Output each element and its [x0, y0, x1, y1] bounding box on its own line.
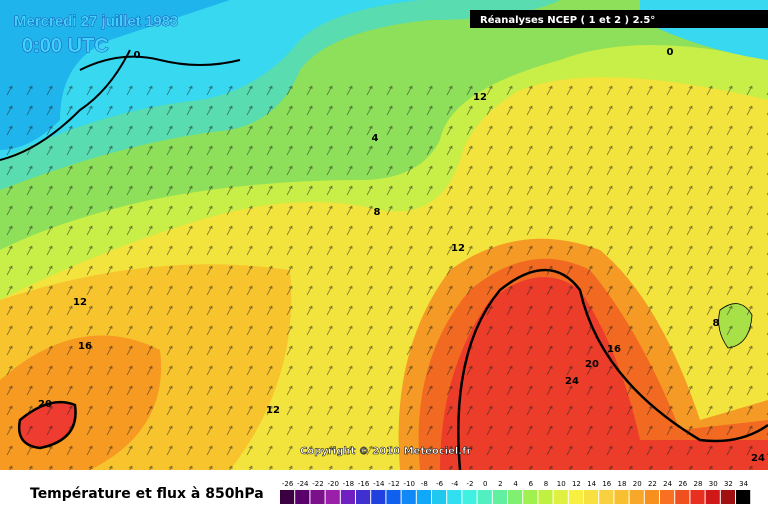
- scale-label: -22: [312, 480, 323, 488]
- scale-swatch: [629, 490, 644, 504]
- scale-label: 8: [544, 480, 548, 488]
- scale-swatch: [568, 490, 583, 504]
- scale-swatch: [523, 490, 538, 504]
- contour-label: 12: [73, 297, 87, 308]
- contour-label: 16: [78, 341, 92, 352]
- scale-label: -24: [297, 480, 309, 488]
- scale-label: -2: [467, 480, 474, 488]
- scale-label: -18: [343, 480, 354, 488]
- scale-swatch: [416, 490, 431, 504]
- contour-label: 0: [667, 47, 674, 58]
- contour-label: 12: [266, 405, 280, 416]
- scale-swatch: [356, 490, 371, 504]
- scale-swatch: [295, 490, 310, 504]
- scale-swatch: [690, 490, 705, 504]
- scale-label: -16: [358, 480, 370, 488]
- contour-label: 8: [713, 318, 720, 329]
- scale-label: 0: [483, 480, 487, 488]
- scale-label: -26: [282, 480, 294, 488]
- contour-label: 24: [565, 376, 579, 387]
- scale-swatch: [584, 490, 599, 504]
- scale-label: 24: [663, 480, 672, 488]
- scale-label: -8: [421, 480, 428, 488]
- map-date: Mercredi 27 juillet 1983: [14, 13, 178, 30]
- scale-swatch: [492, 490, 507, 504]
- scale-label: 20: [633, 480, 642, 488]
- scale-label: 4: [513, 480, 518, 488]
- scale-swatch: [325, 490, 340, 504]
- scale-swatch: [310, 490, 325, 504]
- scale-swatch: [340, 490, 355, 504]
- scale-swatch: [432, 490, 447, 504]
- scale-swatch: [538, 490, 553, 504]
- contour-label: 0: [134, 50, 141, 61]
- scale-swatch: [675, 490, 690, 504]
- contour-labels: 0 0 12 4 8 12 12 16 20 12 16 20 24 8 24: [38, 47, 765, 464]
- contour-label: 12: [451, 243, 465, 254]
- scale-swatch: [720, 490, 735, 504]
- source: Réanalyses NCEP ( 1 et 2 ) 2.5°: [480, 14, 655, 26]
- scale-swatch: [371, 490, 386, 504]
- scale-label: 12: [572, 480, 581, 488]
- scale-label: 10: [557, 480, 566, 488]
- scale-swatch: [599, 490, 614, 504]
- scale-swatch: [477, 490, 492, 504]
- contour-label: 16: [607, 344, 621, 355]
- scale-swatch: [553, 490, 568, 504]
- scale-label: 6: [529, 480, 534, 488]
- scale-label: 34: [739, 480, 748, 488]
- color-scale: -26 -24 -22 -20 -18 -16 -14 -12 -10 -8 -6 -4 -2 0 2 4 6 8…: [280, 480, 751, 504]
- scale-swatch: [462, 490, 477, 504]
- scale-label: 32: [724, 480, 733, 488]
- scale-label: 26: [678, 480, 687, 488]
- contour-label: 8: [374, 207, 381, 218]
- scale-label: -10: [403, 480, 414, 488]
- source-box: [470, 10, 768, 28]
- scale-swatch: [386, 490, 401, 504]
- scale-swatch: [614, 490, 629, 504]
- scale-label: 2: [498, 480, 502, 488]
- scale-label: 28: [694, 480, 703, 488]
- map-time: 0:00 UTC: [22, 35, 109, 57]
- scale-label: -14: [373, 480, 385, 488]
- scale-swatch: [736, 490, 751, 504]
- contour-label: 24: [751, 453, 765, 464]
- scale-label: 30: [709, 480, 718, 488]
- scale-swatch: [508, 490, 523, 504]
- scale-label: 18: [618, 480, 627, 488]
- scale-swatch: [401, 490, 416, 504]
- scale-label: 16: [602, 480, 611, 488]
- scale-swatch: [280, 490, 295, 504]
- contour-label: 12: [473, 92, 487, 103]
- scale-swatch: [447, 490, 462, 504]
- scale-label: 22: [648, 480, 657, 488]
- scale-label: -20: [327, 480, 338, 488]
- scale-label: -12: [388, 480, 399, 488]
- scale-label: -6: [436, 480, 444, 488]
- copyright: Copyright © 2010 Meteociel.fr: [300, 446, 471, 457]
- scale-label: 14: [587, 480, 596, 488]
- contour-label: 4: [372, 133, 379, 144]
- scale-swatch: [644, 490, 659, 504]
- scale-swatch: [660, 490, 675, 504]
- scale-label: -4: [451, 480, 459, 488]
- footer-title: Température et flux à 850hPa: [30, 486, 264, 502]
- scale-swatch: [705, 490, 720, 504]
- contour-label: 20: [585, 359, 599, 370]
- contour-label: 20: [38, 399, 52, 410]
